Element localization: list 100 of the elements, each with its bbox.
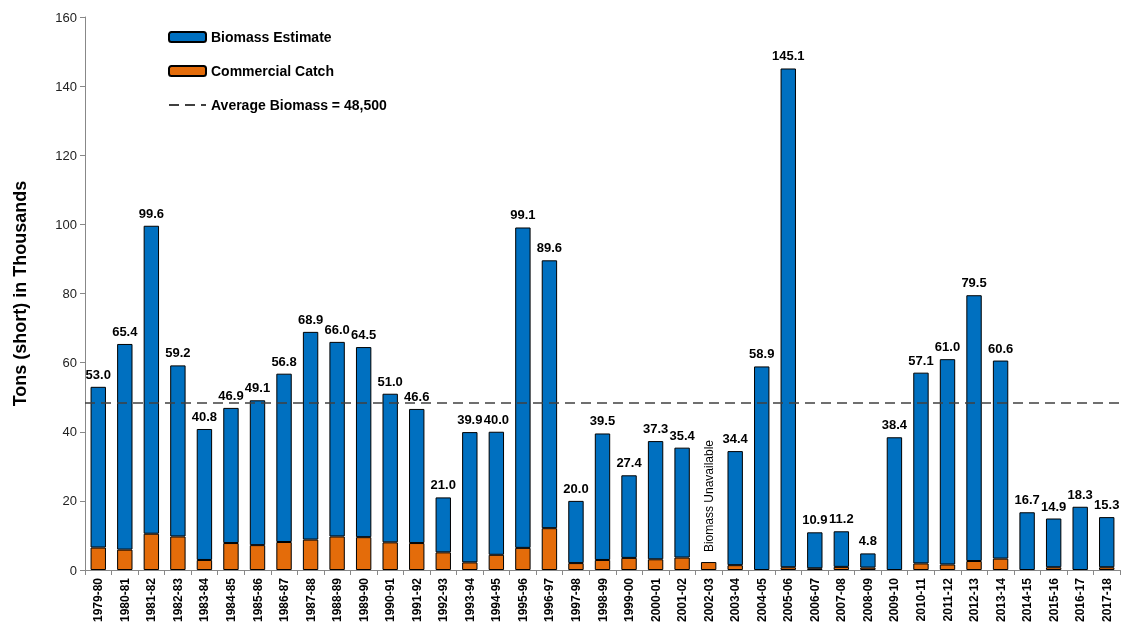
total-label: 37.3 bbox=[642, 421, 669, 437]
total-label: 65.4 bbox=[112, 323, 139, 339]
total-label: 34.4 bbox=[722, 431, 749, 447]
total-label: 40.0 bbox=[483, 411, 509, 427]
bar bbox=[700, 562, 717, 570]
bar bbox=[807, 532, 823, 569]
x-tick-label: 1985-86 bbox=[250, 577, 265, 623]
legend-label: Biomass Estimate bbox=[211, 29, 332, 45]
total-label: 27.4 bbox=[616, 455, 643, 471]
x-tick-label: 2010-11 bbox=[913, 577, 928, 622]
bar bbox=[1019, 512, 1035, 570]
y-tick-label: 80 bbox=[62, 286, 77, 301]
x-tick-label: 1994-95 bbox=[489, 577, 504, 623]
total-label: 38.4 bbox=[881, 417, 908, 433]
bar bbox=[1099, 517, 1115, 568]
x-tick-label: 1982-83 bbox=[170, 577, 185, 623]
total-label: 14.9 bbox=[1041, 498, 1067, 514]
x-tick-label: 1993-94 bbox=[462, 577, 477, 623]
bar bbox=[780, 68, 796, 568]
y-tick-label: 140 bbox=[55, 78, 77, 94]
x-tick-label: 2015-16 bbox=[1046, 577, 1061, 623]
x-tick-label: 2006-07 bbox=[807, 577, 822, 623]
y-axis-title: Tons (short) in Thousands bbox=[10, 180, 30, 407]
total-label: 46.6 bbox=[404, 388, 430, 404]
y-tick-label: 40 bbox=[62, 424, 77, 440]
total-label: 46.9 bbox=[218, 387, 244, 403]
x-tick-label: 2004-05 bbox=[754, 577, 769, 623]
total-label: 39.5 bbox=[589, 413, 616, 429]
bar bbox=[860, 553, 876, 568]
legend-label: Commercial Catch bbox=[211, 63, 334, 79]
total-label: 145.1 bbox=[772, 48, 805, 64]
y-tick-label: 100 bbox=[55, 216, 77, 232]
total-label: 16.7 bbox=[1014, 492, 1040, 508]
total-label: 51.0 bbox=[377, 373, 403, 389]
total-label: 35.4 bbox=[669, 427, 696, 443]
x-tick-label: 2012-13 bbox=[967, 577, 982, 623]
y-tick-label: 20 bbox=[62, 493, 77, 509]
bar bbox=[1072, 506, 1088, 570]
x-tick-label: 1987-88 bbox=[303, 577, 318, 623]
total-label: 39.9 bbox=[457, 412, 483, 428]
total-label: 18.3 bbox=[1067, 486, 1093, 502]
x-tick-label: 1979-80 bbox=[91, 577, 106, 623]
total-label: 40.8 bbox=[191, 408, 218, 424]
total-label: 60.6 bbox=[987, 340, 1014, 356]
total-label: 99.6 bbox=[138, 205, 164, 221]
total-label: 58.9 bbox=[749, 346, 775, 362]
x-tick-label: 1996-97 bbox=[542, 577, 557, 623]
x-tick-label: 1998-99 bbox=[595, 577, 610, 623]
y-tick-label: 60 bbox=[62, 355, 77, 371]
x-tick-label: 2011-12 bbox=[940, 577, 955, 622]
x-tick-label: 2013-14 bbox=[993, 577, 1008, 623]
annotation: Biomass Unavailable bbox=[701, 439, 716, 553]
x-tick-label: 2007-08 bbox=[834, 577, 849, 623]
total-label: 56.8 bbox=[271, 353, 297, 369]
legend-label: Average Biomass = 48,500 bbox=[211, 97, 387, 113]
x-tick-label: 2003-04 bbox=[728, 577, 743, 623]
x-tick-label: 1986-87 bbox=[277, 577, 292, 623]
total-label: 99.1 bbox=[510, 207, 536, 223]
x-tick-label: 2002-03 bbox=[701, 577, 716, 623]
x-tick-label: 1999-00 bbox=[622, 577, 637, 623]
total-label: 4.8 bbox=[858, 533, 877, 549]
x-tick-label: 2014-15 bbox=[1020, 577, 1035, 623]
total-label: 59.2 bbox=[165, 345, 191, 361]
total-label: 53.0 bbox=[85, 366, 111, 382]
bar bbox=[754, 366, 770, 570]
total-label: 68.9 bbox=[297, 311, 324, 327]
x-tick-label: 2008-09 bbox=[860, 577, 875, 623]
x-tick-label: 1992-93 bbox=[436, 577, 451, 623]
total-label: 79.5 bbox=[961, 275, 987, 291]
total-label: 49.1 bbox=[244, 380, 271, 396]
x-tick-label: 2009-10 bbox=[887, 577, 902, 623]
x-tick-label: 2016-17 bbox=[1073, 577, 1088, 623]
x-tick-label: 1984-85 bbox=[223, 577, 238, 623]
total-label: 11.2 bbox=[829, 511, 854, 527]
x-tick-label: 2000-01 bbox=[648, 577, 663, 623]
y-tick-label: 0 bbox=[69, 562, 77, 578]
x-tick-label: 1989-90 bbox=[356, 577, 371, 623]
bar bbox=[886, 437, 903, 570]
total-label: 10.9 bbox=[802, 512, 828, 528]
x-tick-label: 1995-96 bbox=[515, 577, 530, 623]
total-label: 21.0 bbox=[430, 477, 456, 493]
x-tick-label: 1997-98 bbox=[568, 577, 583, 623]
x-tick-label: 2001-02 bbox=[675, 577, 690, 623]
total-label: 89.6 bbox=[536, 240, 563, 256]
total-label: 66.0 bbox=[324, 321, 350, 337]
total-label: 15.3 bbox=[1094, 497, 1120, 513]
x-tick-label: 1988-89 bbox=[330, 577, 345, 623]
total-label: 57.1 bbox=[908, 352, 934, 368]
x-tick-label: 1990-91 bbox=[383, 577, 398, 623]
x-tick-label: 2017-18 bbox=[1099, 577, 1114, 623]
x-tick-label: 1983-84 bbox=[197, 577, 212, 623]
x-tick-label: 1991-92 bbox=[409, 577, 424, 623]
y-tick-label: 160 bbox=[55, 9, 77, 25]
x-tick-label: 1981-82 bbox=[144, 577, 159, 623]
bar bbox=[833, 531, 850, 567]
x-tick-label: 1980-81 bbox=[117, 577, 132, 623]
bar bbox=[727, 451, 743, 566]
bar bbox=[1045, 518, 1062, 568]
total-label: 20.0 bbox=[563, 480, 589, 496]
total-label: 61.0 bbox=[934, 339, 961, 355]
